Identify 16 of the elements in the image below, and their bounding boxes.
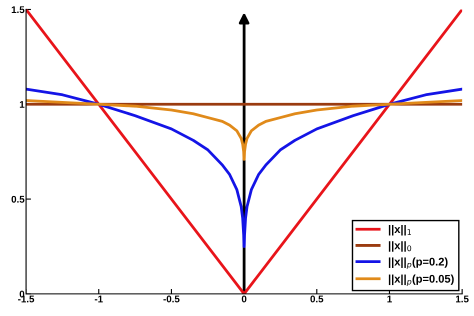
x-tick-label: 0 <box>242 296 246 302</box>
legend-label: ||x||$_{p}$(p=0.2) <box>388 257 448 269</box>
x-tick-label: 1.5 <box>456 296 469 302</box>
x-tick-label: -1.5 <box>18 296 34 302</box>
x-tick-label: 0.5 <box>310 296 324 302</box>
y-tick-label: 1 <box>20 101 24 108</box>
y-tick-label: 1.5 <box>12 6 24 14</box>
legend-label: ||x||$_{1}$ <box>388 224 411 236</box>
legend-label: ||x||$_{p}$(p=0.05) <box>388 274 454 286</box>
y-tick-label: 0 <box>20 290 24 298</box>
legend-label: ||x||$_{0}$ <box>388 241 412 252</box>
y-tick-label: 0.5 <box>12 196 24 203</box>
x-tick-label: 1 <box>387 296 392 302</box>
line-series <box>26 99 462 161</box>
x-tick-label: -0.5 <box>163 296 180 302</box>
x-tick-label: -1 <box>94 296 103 302</box>
